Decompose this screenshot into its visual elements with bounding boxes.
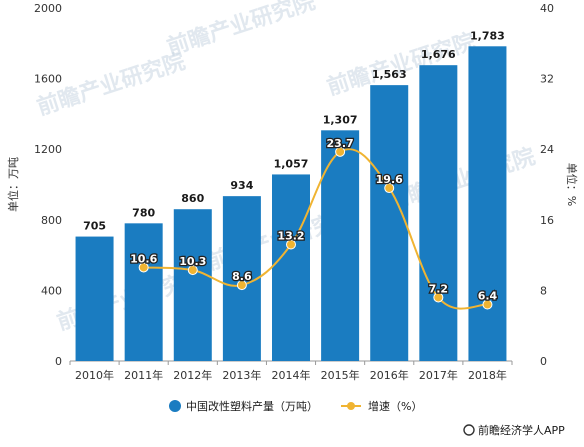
bar-value-label: 1,563 [372, 68, 407, 81]
bar [173, 209, 212, 361]
bar-value-label: 1,057 [274, 157, 309, 170]
y-right-tick-label: 0 [540, 355, 547, 368]
x-tick-label: 2012年 [173, 368, 212, 382]
growth-point [138, 262, 149, 273]
y-right-axis-label: 单位：% [565, 163, 579, 206]
x-tick-label: 2014年 [272, 368, 311, 382]
bar-value-label: 1,783 [470, 29, 505, 42]
y-right-tick-label: 40 [540, 2, 554, 15]
growth-point [187, 265, 198, 276]
y-left-tick-label: 400 [41, 284, 62, 297]
legend-bar-marker [169, 400, 181, 412]
bar-value-label: 934 [230, 179, 253, 192]
bar-value-label: 780 [132, 206, 155, 219]
growth-value-label: 13.2 [277, 230, 304, 243]
growth-value-label: 8.6 [232, 270, 252, 283]
y-right-tick-label: 8 [540, 284, 547, 297]
y-right-tick-label: 16 [540, 214, 554, 227]
growth-point [236, 280, 247, 291]
growth-point [433, 292, 444, 303]
x-tick-label: 2010年 [75, 368, 114, 382]
legend-bar-label: 中国改性塑料产量（万吨） [186, 399, 318, 413]
growth-point [482, 299, 493, 310]
bar [370, 85, 409, 362]
x-tick-label: 2017年 [419, 368, 458, 382]
source-logo-icon [463, 424, 475, 436]
y-left-tick-label: 1200 [34, 143, 62, 156]
bar [75, 236, 114, 361]
bar [272, 174, 310, 361]
bar [321, 130, 360, 361]
y-right-tick-label: 24 [540, 143, 554, 156]
legend-line-label: 增速（%） [368, 399, 422, 413]
x-tick-label: 2013年 [222, 368, 261, 382]
legend: 中国改性塑料产量（万吨） 增速（%） [169, 399, 422, 413]
legend-line-dot [347, 402, 355, 410]
bar-series: 705 780 860 934 1,057 1,307 1,563 1,676 1,783 [75, 29, 507, 362]
x-tick-label: 2015年 [321, 368, 360, 382]
growth-value-label: 7.2 [429, 282, 449, 295]
source-label: 前瞻经济学人APP [478, 423, 565, 437]
x-tick-label: 2016年 [370, 368, 409, 382]
growth-point [384, 183, 395, 194]
bar-value-label: 705 [83, 220, 106, 233]
growth-value-label: 23.7 [327, 137, 354, 150]
bar-value-label: 1,307 [323, 113, 358, 126]
y-left-tick-label: 1600 [34, 73, 62, 86]
bar [124, 223, 163, 361]
growth-point [286, 239, 296, 250]
x-tick-label: 2011年 [124, 368, 163, 382]
growth-point [335, 146, 346, 157]
growth-value-label: 10.3 [179, 255, 206, 268]
bar [222, 196, 261, 361]
y-right-tick-label: 32 [540, 73, 554, 86]
y-left-tick-label: 2000 [34, 2, 62, 15]
watermark-text: 前瞻产业研究院 [164, 0, 319, 61]
y-left-tick-label: 0 [55, 355, 62, 368]
source-credit: 前瞻经济学人APP [463, 423, 565, 437]
growth-value-label: 10.6 [130, 252, 157, 265]
line-series: 10.6 10.3 8.6 13.2 23.7 19.6 7.2 6.4 [129, 136, 499, 310]
bar-value-label: 860 [181, 192, 204, 205]
growth-value-label: 19.6 [376, 173, 403, 186]
x-tick-label: 2018年 [468, 368, 507, 382]
bar [468, 46, 507, 361]
y-left-axis-label: 单位：万吨 [6, 157, 20, 212]
growth-line [143, 148, 488, 310]
bar [419, 65, 458, 361]
y-left-tick-label: 800 [41, 214, 62, 227]
bar-value-label: 1,676 [421, 48, 456, 61]
growth-value-label: 6.4 [478, 290, 498, 303]
